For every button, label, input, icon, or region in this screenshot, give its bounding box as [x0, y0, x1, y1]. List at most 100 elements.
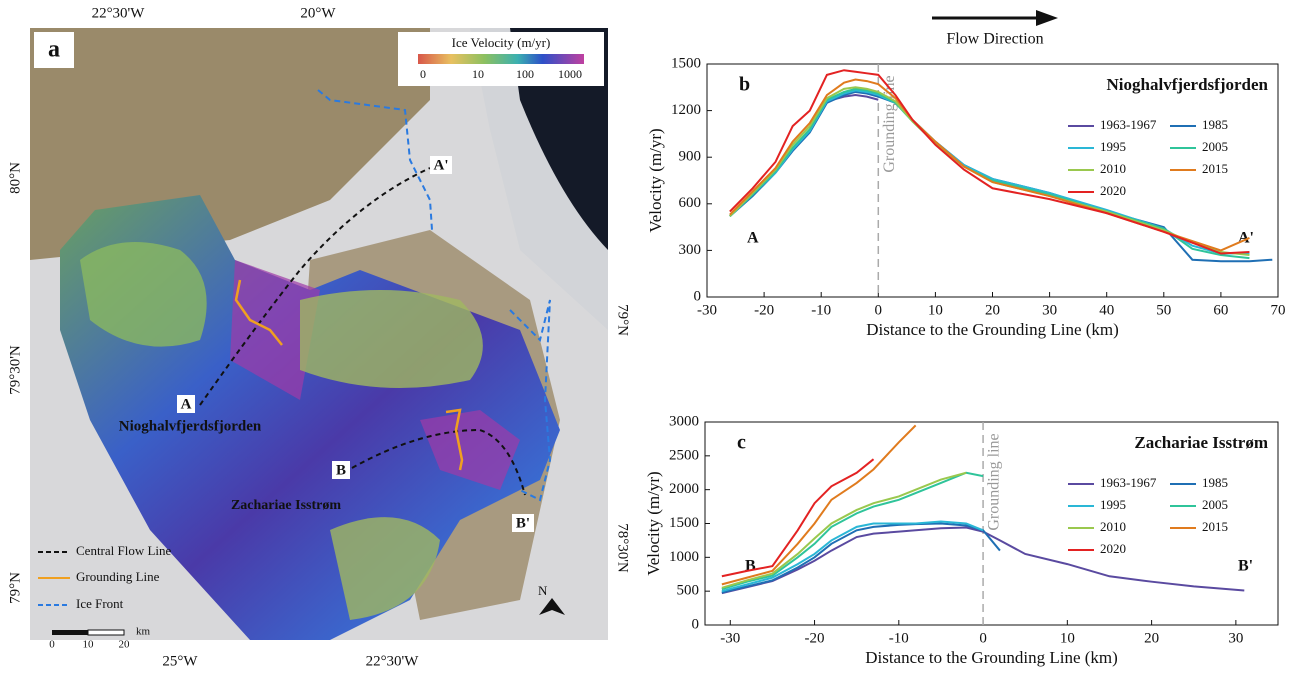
lon-label: 22°30'W — [92, 5, 146, 21]
y-axis-label: Velocity (m/yr) — [646, 128, 665, 232]
fast-flow — [420, 410, 520, 490]
legend-label: Ice Front — [76, 596, 124, 611]
map: a Ice Velocity (m/yr) 0 10 100 1000 22°3… — [7, 5, 630, 669]
end-label: B' — [1238, 558, 1253, 575]
lat-label: 80°N — [7, 162, 23, 194]
x-tick-label: -20 — [754, 302, 774, 318]
start-label: A — [747, 230, 759, 247]
point-label: A' — [434, 157, 449, 173]
y-tick-label: 1000 — [669, 549, 699, 565]
y-tick-label: 2500 — [669, 447, 699, 463]
chart-title: Nioghalvfjerdsfjorden — [1107, 75, 1269, 94]
x-tick-label: 50 — [1156, 302, 1171, 318]
legend-label: 2005 — [1202, 139, 1228, 154]
panel-label: b — [739, 74, 750, 96]
flow-arrow-head — [1036, 10, 1058, 26]
series-line — [721, 471, 967, 589]
point-label: B — [336, 462, 346, 478]
central-flow-line — [351, 428, 526, 496]
colorbar-tick: 0 — [420, 67, 426, 81]
lon-label: 22°30'W — [366, 653, 420, 669]
legend-label: 2015 — [1202, 161, 1228, 176]
legend-label: 1963-1967 — [1100, 475, 1157, 490]
grounding-label: Grounding line — [986, 433, 1003, 530]
legend-label: 1995 — [1100, 139, 1126, 154]
x-tick-label: 10 — [928, 302, 943, 318]
grounding-line — [234, 279, 283, 346]
point-box — [512, 514, 534, 532]
series-line — [721, 458, 875, 578]
x-axis-label: Distance to the Grounding Line (km) — [865, 648, 1118, 667]
y-tick-label: 900 — [679, 149, 702, 165]
scale-label: km — [136, 626, 151, 638]
glacier-label: Nioghalvfjerdsfjorden — [119, 418, 262, 434]
glacier-label: Zachariae Isstrøm — [231, 498, 341, 513]
x-tick-label: -30 — [720, 630, 740, 646]
series-line — [729, 69, 1250, 255]
panel-label: a — [48, 37, 60, 63]
grounding-label: Grounding line — [881, 75, 898, 172]
lat-label: 79°N — [615, 304, 631, 336]
y-tick-label: 0 — [694, 288, 702, 304]
lon-label: 25°W — [162, 653, 198, 669]
panel-label-box — [34, 32, 74, 68]
north-label: N — [538, 583, 548, 598]
point-box — [332, 461, 350, 479]
north-arrow — [539, 598, 565, 615]
y-tick-label: 3000 — [669, 413, 699, 429]
series-line — [729, 78, 1250, 252]
scale-label: 10 — [83, 639, 95, 651]
legend-label: 2010 — [1100, 161, 1126, 176]
land — [30, 28, 430, 260]
y-tick-label: 1200 — [671, 102, 701, 118]
legend-label: 1963-1967 — [1100, 117, 1157, 132]
x-axis-label: Distance to the Grounding Line (km) — [866, 320, 1119, 339]
chart-title: Zachariae Isstrøm — [1134, 433, 1268, 452]
fast-flow — [230, 260, 320, 400]
series-line — [721, 522, 1001, 594]
lat-label: 79°N — [7, 572, 23, 604]
x-tick-label: -30 — [697, 302, 717, 318]
y-axis-label: Velocity (m/yr) — [644, 471, 663, 575]
series-line — [729, 86, 1250, 257]
legend-label: 1985 — [1202, 475, 1228, 490]
x-tick-label: 40 — [1099, 302, 1114, 318]
point-box — [430, 156, 452, 174]
series-line — [721, 526, 1245, 595]
scale-bar — [52, 630, 88, 635]
y-tick-label: 300 — [679, 242, 702, 258]
series-line — [721, 520, 984, 593]
scale-bar — [87, 629, 125, 636]
legend-label: 2010 — [1100, 519, 1126, 534]
series-line — [721, 471, 984, 591]
slow-flow — [300, 290, 483, 388]
legend-label: Central Flow Line — [76, 543, 172, 558]
point-box — [177, 395, 195, 413]
legend-label: 2005 — [1202, 497, 1228, 512]
colorbar-title: Ice Velocity (m/yr) — [452, 35, 551, 50]
y-tick-label: 1500 — [671, 55, 701, 71]
colorbar-tick: 1000 — [558, 67, 582, 81]
x-tick-label: -10 — [889, 630, 909, 646]
legend-label: 2020 — [1100, 541, 1126, 556]
legend-label: 2020 — [1100, 183, 1126, 198]
x-tick-label: 30 — [1042, 302, 1057, 318]
panel-label: c — [737, 432, 746, 454]
legend-label: 1985 — [1202, 117, 1228, 132]
y-tick-label: 600 — [679, 195, 702, 211]
series-line — [721, 424, 917, 586]
point-label: A — [181, 396, 192, 412]
legend-label: Grounding Line — [76, 569, 160, 584]
x-tick-label: 30 — [1228, 630, 1243, 646]
x-tick-label: -10 — [811, 302, 831, 318]
y-tick-label: 2000 — [669, 481, 699, 497]
x-tick-label: 0 — [875, 302, 883, 318]
x-tick-label: 10 — [1060, 630, 1075, 646]
colorbar — [418, 54, 584, 64]
y-tick-label: 1500 — [669, 515, 699, 531]
x-tick-label: 60 — [1213, 302, 1228, 318]
x-tick-label: 0 — [979, 630, 987, 646]
lat-label: 79°30'N — [7, 345, 23, 395]
series-line — [729, 90, 1273, 263]
